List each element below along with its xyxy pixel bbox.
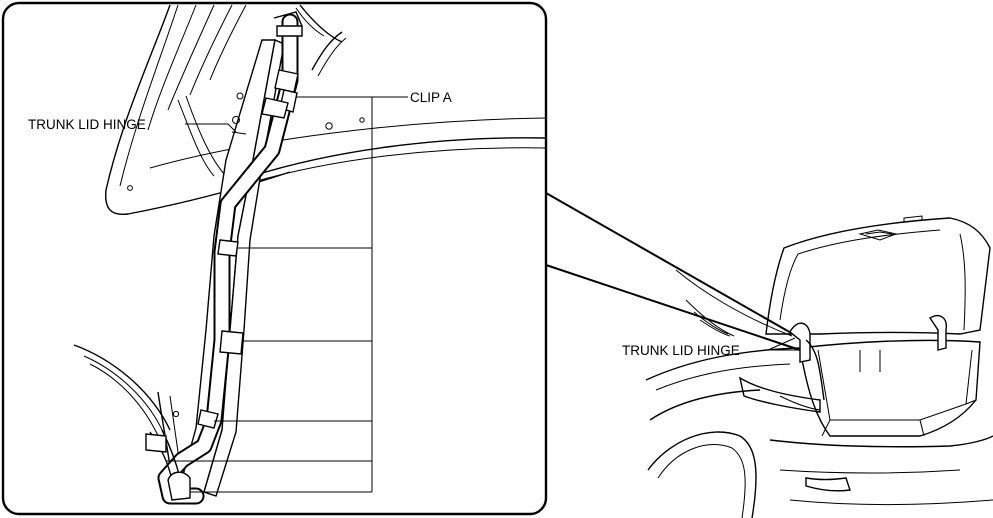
clip-a-1 [274,69,299,93]
detail-view: TRUNK LID HINGE CLIP A [1,1,548,516]
clip-a-3 [261,97,289,119]
clip-a-8 [167,471,191,501]
car-rear-overview [645,215,993,518]
leader-lines [166,96,408,493]
wiring-harness [149,11,303,505]
clip-a-7 [145,433,167,453]
callout-wedge [545,192,801,351]
detail-trunk-lid-hinge-label: TRUNK LID HINGE [28,117,146,132]
harness-clips [145,69,299,501]
clip-a-6 [197,409,219,429]
clip-a-label: CLIP A [410,90,452,105]
overview-trunk-lid-hinge-label: TRUNK LID HINGE [622,343,740,358]
clip-a-4 [217,239,239,257]
clip-a-5 [219,330,244,355]
